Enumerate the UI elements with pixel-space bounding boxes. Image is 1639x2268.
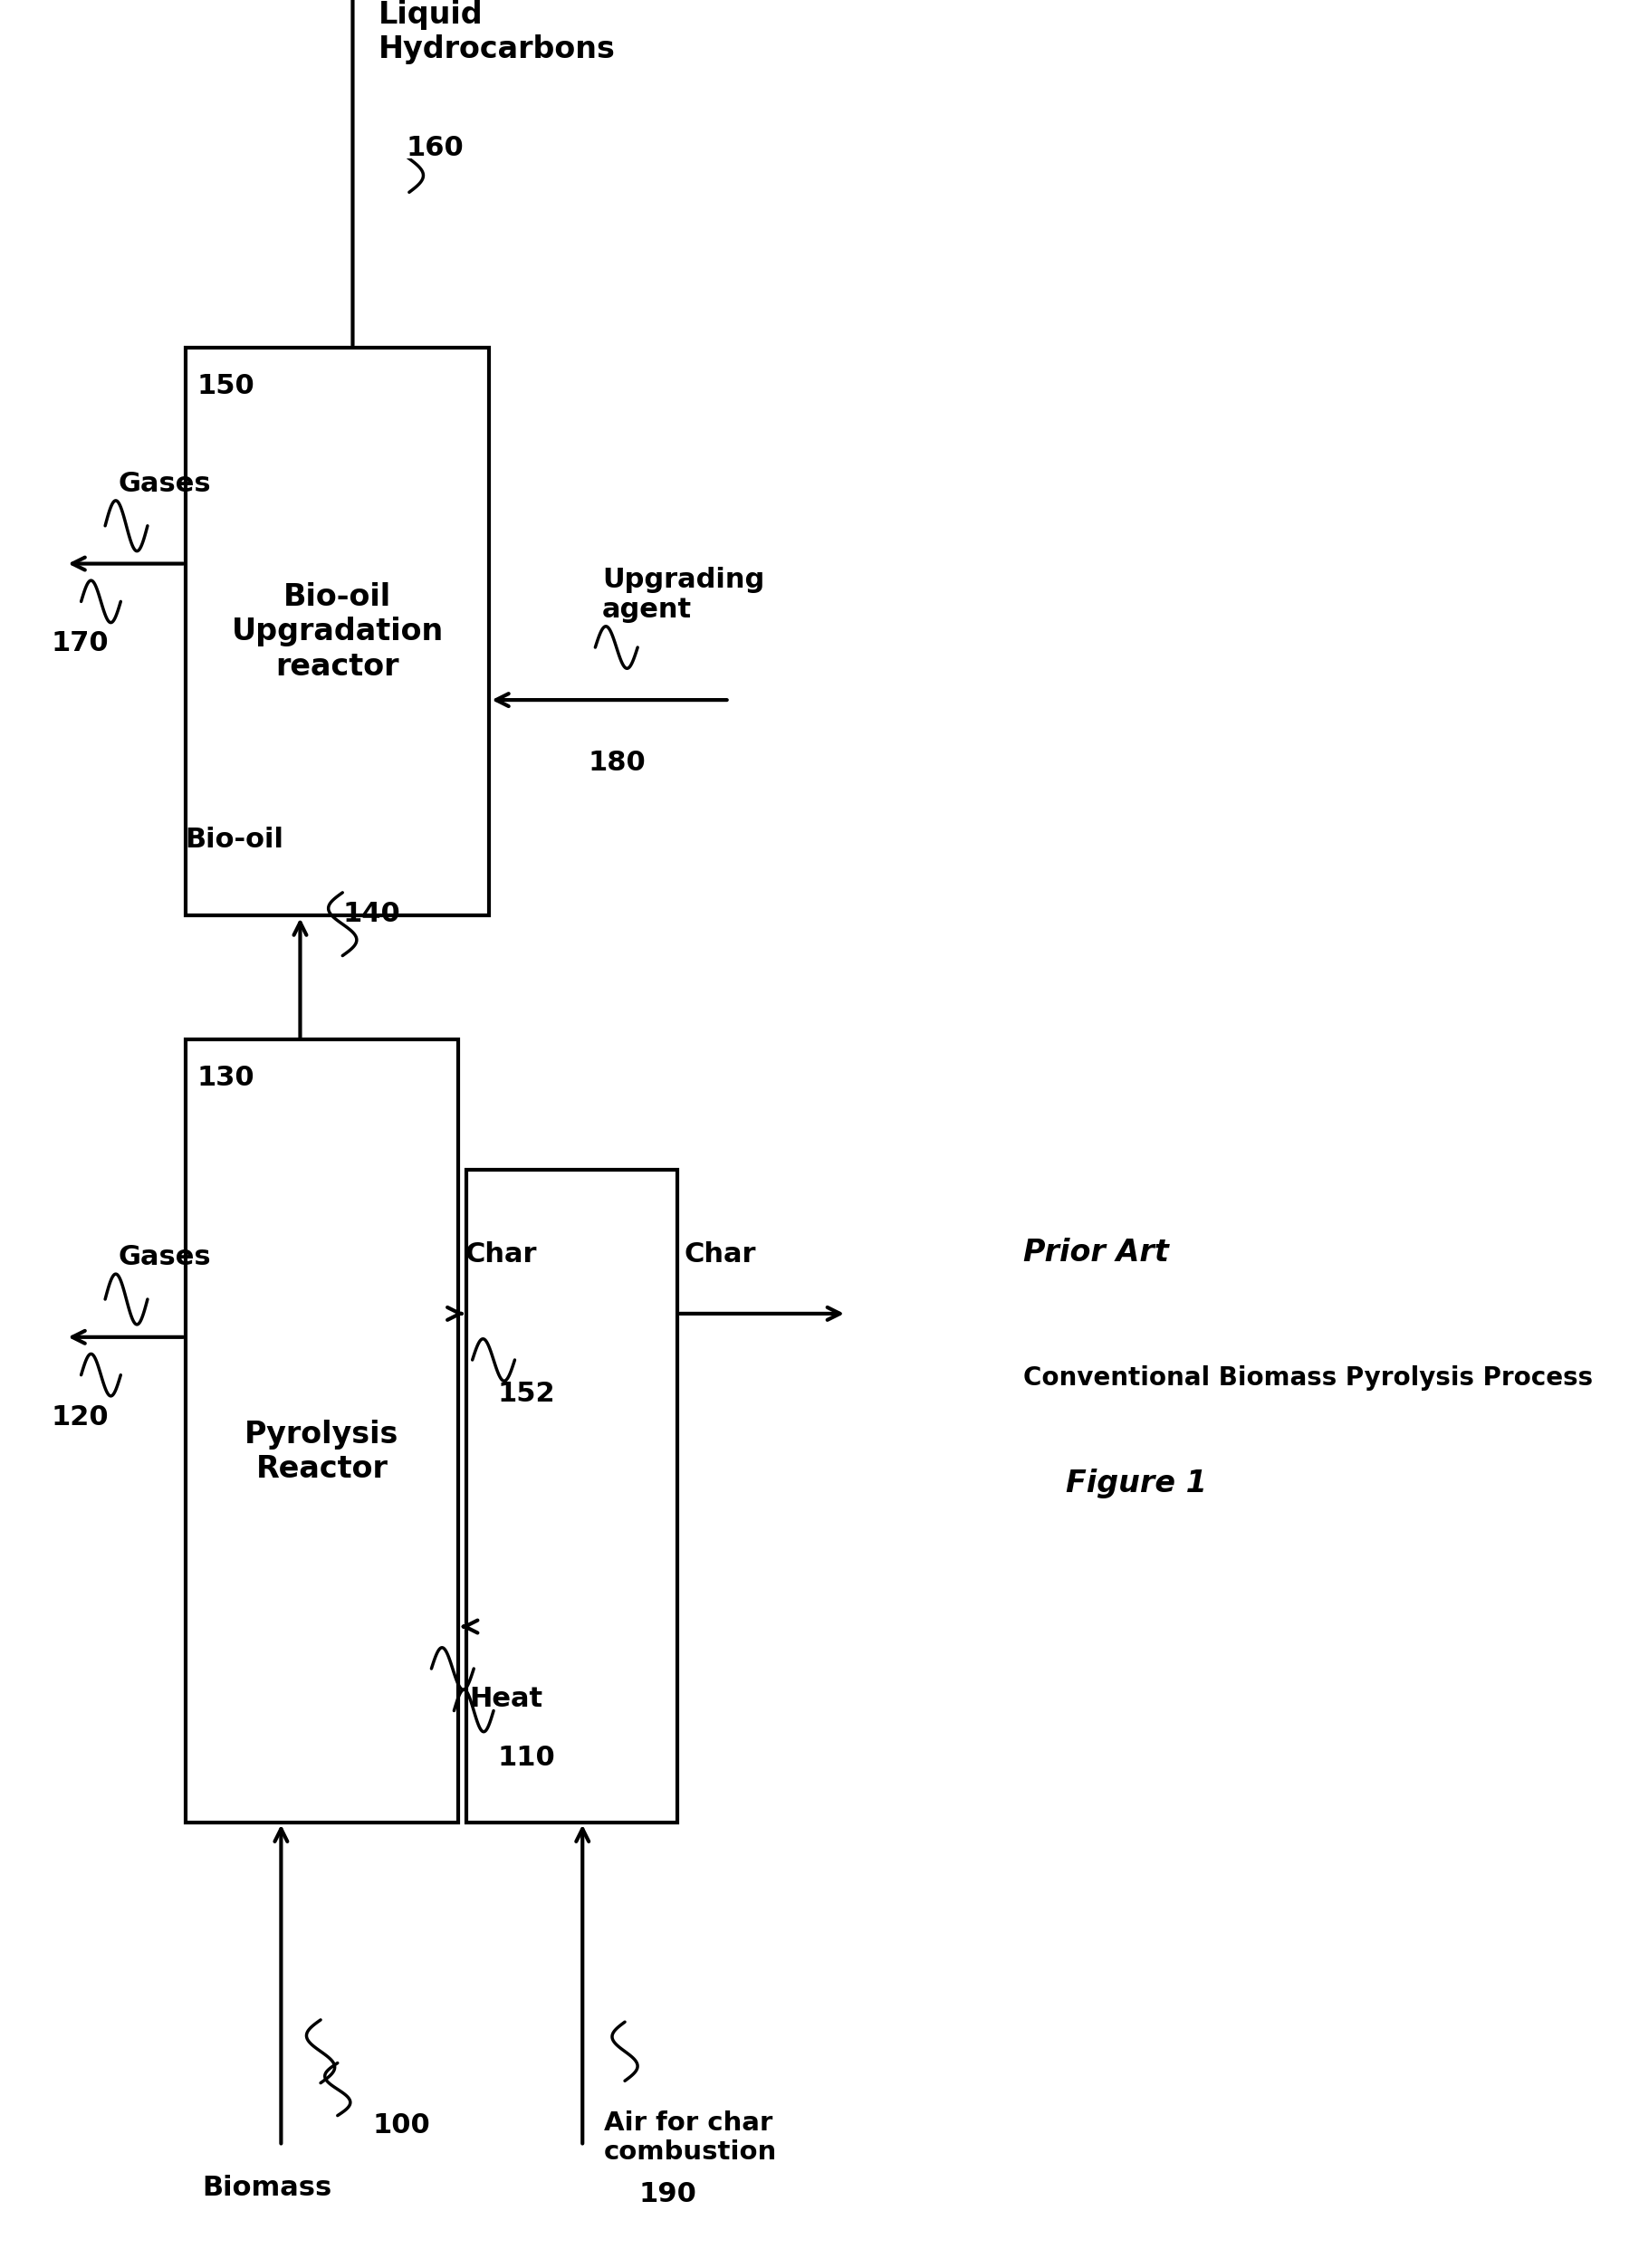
Text: 110: 110 xyxy=(498,1744,556,1771)
Text: Upgrading
agent: Upgrading agent xyxy=(602,567,765,624)
Text: 140: 140 xyxy=(343,900,400,928)
Text: Pyrolysis
Reactor: Pyrolysis Reactor xyxy=(244,1420,400,1483)
Text: 130: 130 xyxy=(197,1066,254,1091)
Text: Air for char
combustion: Air for char combustion xyxy=(603,2109,777,2166)
Text: Char: Char xyxy=(465,1241,538,1268)
Text: 190: 190 xyxy=(639,2182,697,2207)
Text: 152: 152 xyxy=(498,1381,556,1406)
Text: 160: 160 xyxy=(406,136,464,161)
Text: 170: 170 xyxy=(51,631,110,658)
Text: 150: 150 xyxy=(197,374,254,399)
Text: Conventional Biomass Pyrolysis Process: Conventional Biomass Pyrolysis Process xyxy=(1023,1365,1593,1390)
Text: Gases: Gases xyxy=(118,472,211,497)
Text: 100: 100 xyxy=(374,2112,431,2139)
Text: Heat: Heat xyxy=(469,1685,543,1712)
Bar xyxy=(467,1170,677,1821)
Text: Bio-oil: Bio-oil xyxy=(185,828,284,853)
Text: 120: 120 xyxy=(51,1404,110,1431)
Text: Figure 1: Figure 1 xyxy=(1065,1470,1206,1499)
Text: Prior Art: Prior Art xyxy=(1023,1238,1169,1268)
Text: Gases: Gases xyxy=(118,1245,211,1270)
Text: 180: 180 xyxy=(588,751,646,776)
Bar xyxy=(185,1039,459,1821)
Bar xyxy=(185,347,490,916)
Text: Char: Char xyxy=(683,1241,756,1268)
Text: Bio-oil
Upgradation
reactor: Bio-oil Upgradation reactor xyxy=(231,583,444,680)
Text: Liquid
Hydrocarbons: Liquid Hydrocarbons xyxy=(379,0,615,66)
Text: Biomass: Biomass xyxy=(202,2175,331,2202)
